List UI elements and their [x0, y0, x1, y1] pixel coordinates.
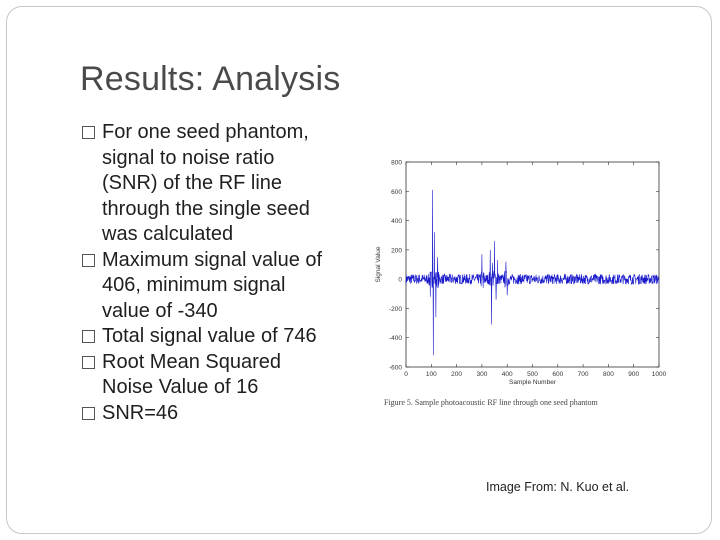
x-tick-label: 700	[578, 371, 589, 378]
y-tick-label: 800	[391, 160, 402, 167]
x-axis-label: Sample Number	[509, 379, 557, 386]
bullet-rms-noise: Root Mean Squared Noise Value of 16	[82, 350, 332, 401]
x-tick-label: 900	[628, 371, 639, 378]
bullet-text: For one seed phantom, signal to noise ra…	[102, 121, 310, 245]
y-tick-label: -600	[389, 365, 402, 372]
bullet-text: SNR=46	[102, 401, 179, 424]
x-tick-label: 400	[502, 371, 513, 378]
x-tick-label: 600	[552, 371, 563, 378]
plot-area	[405, 161, 660, 368]
bullet-snr-description: For one seed phantom, signal to noise ra…	[82, 120, 332, 248]
x-tick-label: 800	[603, 371, 614, 378]
bullet-text: Root Mean Squared Noise Value of 16	[102, 350, 282, 399]
signal-line-series	[405, 189, 660, 356]
y-tick-label: 200	[391, 247, 402, 254]
y-tick-label: -200	[389, 306, 402, 313]
x-tick-label: 200	[451, 371, 462, 378]
x-tick-label: 100	[426, 371, 437, 378]
checkbox-bullet-icon	[82, 253, 95, 267]
bullet-max-min: Maximum signal value of 406, minimum sig…	[82, 248, 332, 325]
image-credit: Image From: N. Kuo et al.	[486, 480, 630, 494]
bullet-text: Total signal value of 746	[102, 325, 317, 347]
y-tick-label: 400	[391, 218, 402, 225]
bullet-list: For one seed phantom, signal to noise ra…	[82, 120, 332, 426]
y-tick-label: -400	[389, 335, 402, 342]
bullet-snr: SNR=46	[82, 401, 332, 427]
x-tick-label: 1000	[652, 371, 667, 378]
slide-title: Results: Analysis	[80, 60, 341, 98]
x-tick-label: 0	[404, 371, 408, 378]
rf-line-figure: 800 600 400 200 0 -200 -400 -600 0 100 200 300 400 50…	[364, 150, 674, 395]
bullet-total: Total signal value of 746	[82, 324, 332, 350]
y-tick-label: 600	[391, 189, 402, 196]
bullet-text: Maximum signal value of 406, minimum sig…	[102, 248, 323, 322]
x-tick-label: 500	[527, 371, 538, 378]
checkbox-bullet-icon	[82, 355, 95, 369]
x-tick-label: 300	[476, 371, 487, 378]
y-tick-label: 0	[398, 277, 402, 284]
figure-caption: Figure 5. Sample photoacoustic RF line t…	[384, 398, 598, 407]
checkbox-bullet-icon	[82, 406, 95, 420]
checkbox-bullet-icon	[82, 126, 95, 139]
y-axis-label: Signal Value	[375, 246, 382, 282]
checkbox-bullet-icon	[82, 330, 95, 343]
